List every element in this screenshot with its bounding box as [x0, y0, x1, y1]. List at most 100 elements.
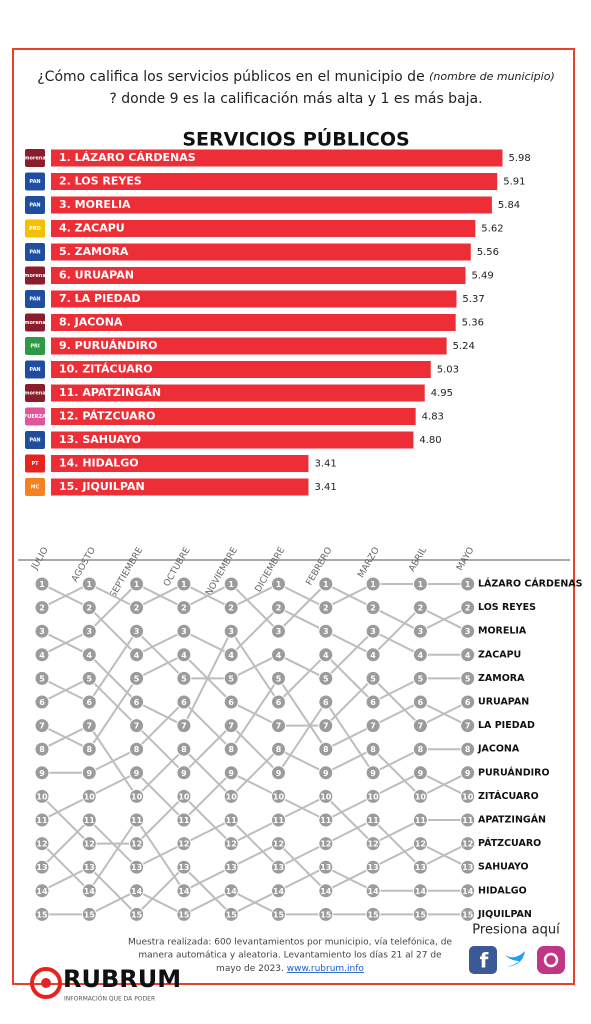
rank-number: 11	[320, 816, 332, 825]
rank-circle	[34, 836, 50, 852]
rank-circle	[365, 836, 381, 852]
rank-circle	[318, 812, 334, 828]
rank-number: 7	[181, 722, 187, 731]
rank-number: 8	[276, 745, 282, 754]
rank-circle	[176, 623, 192, 639]
twitter-icon[interactable]	[505, 951, 525, 967]
rank-number: 7	[370, 722, 376, 731]
rank-circle	[460, 788, 476, 804]
rank-circle	[176, 883, 192, 899]
rank-number: 6	[228, 698, 234, 707]
rank-circle	[460, 741, 476, 757]
rank-number: 1	[276, 580, 282, 589]
rank-number: 11	[131, 816, 143, 825]
rank-number: 13	[84, 863, 95, 872]
bar	[51, 196, 492, 214]
rank-number: 2	[276, 604, 282, 613]
rank-number: 11	[178, 816, 190, 825]
rank-number: 5	[276, 674, 282, 683]
rank-circle	[271, 623, 286, 639]
rank-number: 15	[84, 910, 96, 919]
rank-circle	[176, 600, 192, 616]
rank-number: 1	[323, 580, 329, 589]
rank-number: 5	[465, 674, 471, 683]
rank-circle	[34, 765, 50, 781]
party-logo-text: morena	[24, 391, 45, 397]
instagram-glyph	[543, 952, 559, 968]
rank-number: 7	[87, 722, 93, 731]
bar	[51, 243, 471, 261]
party-logo-text: PAN	[29, 203, 40, 209]
rank-circle	[271, 836, 286, 852]
rank-circle	[271, 647, 286, 663]
rank-number: 4	[370, 651, 376, 660]
rank-number: 5	[370, 674, 376, 683]
bar	[51, 267, 466, 284]
rank-number: 8	[134, 745, 140, 754]
rank-circle	[223, 718, 239, 734]
rank-number: 8	[370, 745, 376, 754]
rank-number: 2	[370, 604, 376, 613]
rank-line	[42, 889, 468, 916]
instagram-icon[interactable]	[537, 946, 565, 974]
rank-number: 11	[462, 816, 474, 825]
rank-number: 5	[39, 674, 45, 683]
rank-number: 11	[226, 816, 238, 825]
footer-note: manera automática y aleatoria. Levantami…	[138, 951, 442, 961]
rank-number: 9	[465, 769, 471, 778]
rank-number: 15	[226, 910, 238, 919]
rank-number: 15	[415, 910, 427, 919]
party-logo-text: PAN	[29, 297, 40, 303]
rank-circle	[412, 718, 428, 734]
rank-circle	[318, 883, 334, 899]
rank-number: 10	[273, 792, 285, 801]
rank-number: 14	[320, 887, 332, 896]
rank-number: 14	[178, 887, 190, 896]
rank-circle	[129, 906, 145, 922]
municipality-label: MORELIA	[478, 626, 527, 637]
rank-circle	[271, 576, 286, 592]
rank-circle	[412, 765, 428, 781]
bar-label: 13. SAHUAYO	[59, 433, 141, 446]
rank-circle	[365, 859, 381, 875]
rank-number: 12	[131, 840, 142, 849]
rank-circle	[271, 670, 286, 686]
rank-number: 11	[368, 816, 380, 825]
value-label: 5.62	[481, 224, 503, 235]
bar	[51, 408, 416, 425]
rank-circle	[365, 670, 381, 686]
rank-number: 13	[273, 863, 284, 872]
rank-number: 15	[368, 910, 380, 919]
municipality-label: LÁZARO CÁRDENAS	[478, 578, 583, 590]
rank-line	[41, 583, 469, 657]
rank-circle	[223, 670, 239, 686]
cta[interactable]: Presiona aquí	[472, 923, 560, 938]
rank-circle	[223, 741, 239, 757]
rank-number: 6	[87, 698, 93, 707]
rank-circle	[460, 694, 476, 710]
rank-circle	[176, 906, 192, 922]
rank-number: 4	[418, 651, 424, 660]
rank-circle	[129, 812, 145, 828]
rank-number: 13	[368, 863, 379, 872]
rank-number: 14	[84, 887, 96, 896]
rank-circle	[81, 765, 97, 781]
rank-number: 15	[320, 910, 332, 919]
rank-circle	[176, 576, 192, 592]
rank-circle	[271, 859, 286, 875]
rank-number: 8	[418, 745, 424, 754]
facebook-icon[interactable]	[469, 946, 497, 974]
rank-circle	[176, 788, 192, 804]
rank-circle	[81, 600, 97, 616]
value-label: 5.84	[498, 200, 520, 211]
rank-number: 9	[370, 769, 376, 778]
rank-circle	[176, 670, 192, 686]
bar-label: 5. ZAMORA	[59, 245, 129, 258]
party-logo	[25, 337, 45, 355]
rank-circle	[81, 670, 97, 686]
bar	[51, 314, 456, 331]
party-logo-text: morena	[24, 320, 45, 326]
rank-number: 1	[370, 580, 376, 589]
rank-line	[41, 677, 468, 775]
rank-number: 15	[36, 910, 48, 919]
